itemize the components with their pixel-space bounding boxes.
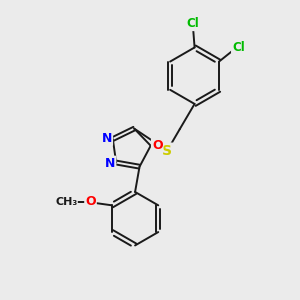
Text: Cl: Cl: [232, 41, 245, 54]
Text: N: N: [102, 132, 112, 145]
Text: CH₃: CH₃: [55, 197, 77, 207]
Text: Cl: Cl: [187, 17, 200, 30]
Text: O: O: [85, 195, 96, 208]
Text: O: O: [152, 139, 163, 152]
Text: S: S: [162, 144, 172, 158]
Text: N: N: [105, 157, 116, 169]
